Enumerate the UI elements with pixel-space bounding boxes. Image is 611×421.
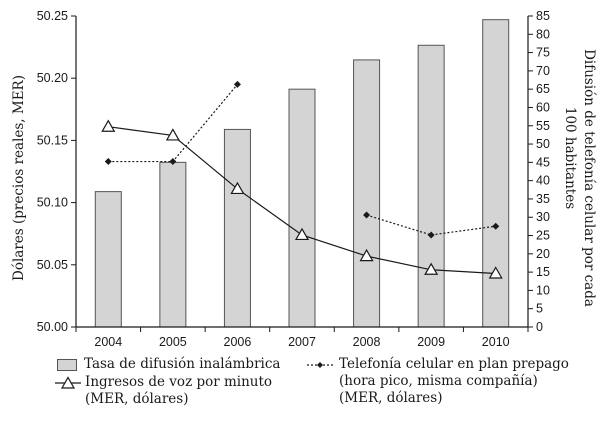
right-tick-label: 0 (536, 320, 543, 334)
x-tick-label: 2008 (353, 335, 381, 349)
left-tick-label: 50.05 (37, 258, 68, 272)
voice-triangle-point-2007 (294, 227, 310, 241)
right-tick-label: 10 (536, 283, 550, 297)
x-tick-label: 2005 (159, 335, 187, 349)
right-tick-label: 45 (536, 155, 550, 169)
right-tick-label: 15 (536, 265, 550, 279)
bar-2004 (94, 191, 122, 328)
legend-item-voice: Ingresos de voz por minuto (MER, dólares… (55, 374, 272, 408)
x-tick-label: 2010 (482, 335, 510, 349)
left-tick-label: 50.10 (37, 196, 68, 210)
voice-triangle-point-2006 (230, 181, 245, 195)
right-tick-label: 65 (536, 82, 550, 96)
axes-group (75, 16, 529, 328)
voice-triangle-point-2009 (424, 262, 439, 275)
bar-2007 (288, 88, 316, 328)
left-tick-label: 50.25 (37, 9, 68, 23)
right-tick-label: 30 (536, 210, 550, 224)
legend-item-bars: Tasa de difusión inalámbrica (57, 356, 280, 373)
right-tick-label: 40 (536, 174, 550, 188)
prepaid-diamond-point-2006 (233, 80, 241, 88)
x-tick-label: 2004 (94, 335, 122, 349)
bars-group (94, 19, 510, 328)
right-tick-label: 55 (536, 119, 550, 133)
bar-2010 (482, 19, 510, 328)
right-tick-label: 50 (536, 137, 550, 151)
legend-bar-swatch (57, 359, 77, 371)
voice-triangle-point-2004 (101, 119, 116, 132)
legend-prepaid-label: Telefonía celular en plan prepago (hora … (339, 356, 569, 407)
bar-2006 (223, 128, 251, 328)
prepaid-diamond-point-2010 (492, 222, 500, 230)
legend-prepaid-line3: (MER, dólares) (339, 390, 443, 406)
right-tick-label: 60 (536, 100, 550, 114)
prepaid-diamond-point-2009 (427, 231, 435, 239)
legend-voice-line2: (MER, dólares) (85, 391, 189, 407)
legend-triangle-icon (55, 376, 81, 389)
legend-diamond-icon (307, 362, 333, 368)
x-tick-label: 2007 (288, 335, 316, 349)
prepaid-diamond-point-2008 (363, 211, 371, 219)
right-tick-label: 5 (536, 302, 543, 316)
voice-triangle-point-2010 (488, 266, 503, 279)
right-axis-title-line2: 100 habitantes (562, 107, 578, 209)
prepaid-diamond-point-2005 (169, 158, 177, 166)
right-tick-label: 85 (536, 9, 550, 23)
voice-triangle-point-2008 (359, 248, 374, 262)
right-tick-label: 25 (536, 229, 550, 243)
voice-triangle-point-2005 (165, 128, 180, 141)
left-tick-label: 50.15 (37, 133, 68, 147)
lines-group (101, 80, 503, 279)
left-axis-title: Dólares (precios reales, MER) (11, 75, 27, 281)
left-tick-label: 50.00 (37, 320, 68, 334)
left-tick-label: 50.20 (37, 71, 68, 85)
legend-prepaid-line1: Telefonía celular en plan prepago (339, 356, 569, 372)
x-tick-label: 2009 (417, 335, 445, 349)
right-tick-label: 35 (536, 192, 550, 206)
right-axis-title-line1: Difusión de telefonía celular por cada (581, 49, 597, 307)
right-tick-label: 75 (536, 46, 550, 60)
bar-2008 (353, 59, 381, 328)
legend-voice-label: Ingresos de voz por minuto (MER, dólares… (85, 374, 272, 408)
bar-2005 (159, 161, 187, 328)
right-tick-label: 70 (536, 64, 550, 78)
x-tick-label: 2006 (224, 335, 252, 349)
prepaid-diamond-point-2004 (104, 158, 112, 166)
ticks-group: 50.00 50.05 50.10 50.15 50.20 50.25 0 5 10 15 20 25… (37, 9, 550, 349)
legend-bars-label: Tasa de difusión inalámbrica (84, 356, 281, 372)
legend-item-prepaid: Telefonía celular en plan prepago (hora … (307, 356, 569, 407)
legend-voice-line1: Ingresos de voz por minuto (85, 374, 273, 390)
bar-2009 (417, 44, 445, 328)
right-tick-label: 80 (536, 27, 550, 41)
legend-prepaid-line2: (hora pico, misma compañía) (339, 373, 538, 389)
right-tick-label: 20 (536, 247, 550, 261)
prepaid-line-segment (108, 84, 238, 163)
